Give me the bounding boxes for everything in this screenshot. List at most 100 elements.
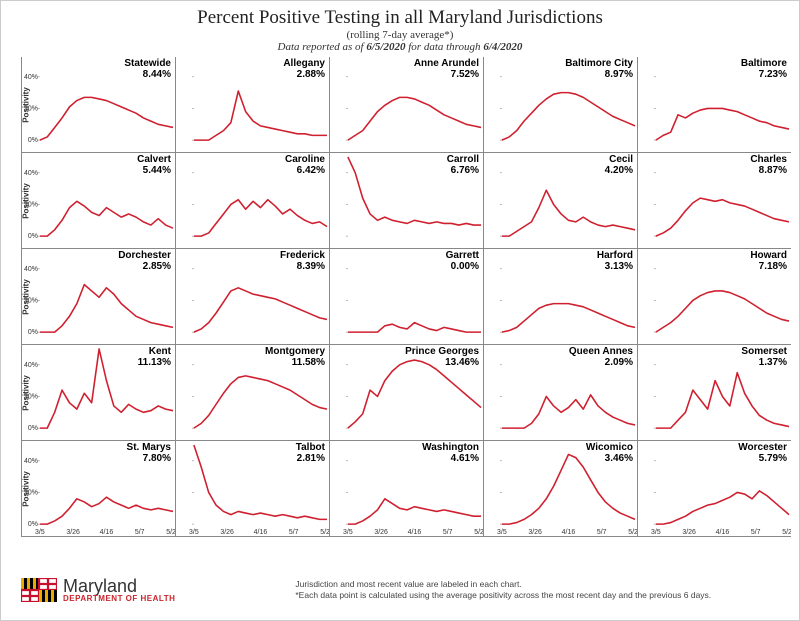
chart-panel: Caroline6.42% [175,153,329,249]
chart-panel: Allegany2.88% [175,57,329,153]
panel-title: Montgomery11.58% [265,346,325,368]
series-line [40,97,173,140]
panel-title: Statewide8.44% [124,58,171,80]
series-line [502,454,635,524]
svg-text:0%: 0% [28,521,38,528]
svg-text:3/26: 3/26 [528,529,542,536]
series-line [656,491,789,524]
chart-panel: Calvert5.44%Positivity0%20%40% [21,153,175,249]
panel-title: Baltimore City8.97% [565,58,633,80]
svg-text:0%: 0% [28,329,38,336]
logo-text: Maryland DEPARTMENT OF HEALTH [63,577,175,603]
panel-title: Prince Georges13.46% [405,346,479,368]
chart-panel: Talbot2.81%3/53/264/165/75/28 [175,441,329,537]
panel-title: Allegany2.88% [283,58,325,80]
panel-title: St. Marys7.80% [127,442,171,464]
svg-text:3/5: 3/5 [35,529,45,536]
series-line [40,285,173,333]
panel-title: Frederick8.39% [280,250,325,272]
chart-panel: Prince Georges13.46% [329,345,483,441]
footnote: Jurisdiction and most recent value are l… [295,579,711,601]
panel-title: Wicomico3.46% [586,442,633,464]
panel-title: Washington4.61% [422,442,479,464]
panel-title: Worcester5.79% [738,442,787,464]
series-line [656,108,789,140]
chart-panel: Washington4.61%3/53/264/165/75/28 [329,441,483,537]
svg-text:20%: 20% [24,297,38,304]
panel-title: Charles8.87% [750,154,787,176]
maryland-flag-icon [21,578,57,602]
svg-text:20%: 20% [24,489,38,496]
panel-title: Caroline6.42% [285,154,325,176]
series-line [502,395,635,428]
panel-title: Somerset1.37% [741,346,787,368]
svg-text:0%: 0% [28,137,38,144]
svg-text:40%: 40% [24,266,38,273]
series-line [194,376,327,428]
header: Percent Positive Testing in all Maryland… [1,1,799,55]
series-line [348,97,481,140]
svg-text:3/5: 3/5 [497,529,507,536]
panel-title: Carroll6.76% [447,154,479,176]
chart-panel: Howard7.18% [637,249,791,345]
panel-title: Queen Annes2.09% [569,346,633,368]
footer: Maryland DEPARTMENT OF HEALTH Jurisdicti… [21,566,779,614]
chart-panel: Charles8.87% [637,153,791,249]
svg-text:3/26: 3/26 [682,529,696,536]
series-line [502,190,635,236]
panel-title: Dorchester2.85% [118,250,171,272]
data-note: Data reported as of 6/5/2020 for data th… [1,41,799,53]
svg-text:5/7: 5/7 [751,529,761,536]
chart-panel: Baltimore City8.97% [483,57,637,153]
subtitle: (rolling 7-day average*) [1,29,799,41]
svg-text:3/5: 3/5 [189,529,199,536]
svg-text:4/16: 4/16 [254,529,268,536]
svg-text:40%: 40% [24,74,38,81]
svg-text:0%: 0% [28,425,38,432]
svg-text:5/7: 5/7 [135,529,145,536]
series-line [348,499,481,524]
series-line [502,93,635,141]
chart-grid: Statewide8.44%Positivity0%20%40%Allegany… [21,57,791,537]
chart-panel: Statewide8.44%Positivity0%20%40% [21,57,175,153]
svg-text:0%: 0% [28,233,38,240]
chart-panel: Frederick8.39% [175,249,329,345]
series-line [348,360,481,428]
svg-text:3/26: 3/26 [66,529,80,536]
series-line [656,373,789,428]
panel-title: Kent11.13% [138,346,171,368]
panel-title: Harford3.13% [597,250,633,272]
panel-title: Calvert5.44% [137,154,171,176]
series-line [656,198,789,236]
chart-panel: Garrett0.00% [329,249,483,345]
series-line [40,201,173,236]
svg-text:40%: 40% [24,458,38,465]
chart-panel: St. Marys7.80%Positivity0%20%40%3/53/264… [21,441,175,537]
chart-panel: Kent11.13%Positivity0%20%40% [21,345,175,441]
svg-text:3/5: 3/5 [343,529,353,536]
svg-text:3/5: 3/5 [651,529,661,536]
svg-text:5/28: 5/28 [320,529,329,536]
series-line [656,291,789,332]
svg-text:5/28: 5/28 [628,529,637,536]
svg-text:4/16: 4/16 [408,529,422,536]
panel-title: Talbot2.81% [296,442,325,464]
svg-text:3/26: 3/26 [220,529,234,536]
panel-title: Cecil4.20% [605,154,633,176]
page-title: Percent Positive Testing in all Maryland… [1,7,799,29]
series-line [194,200,327,236]
svg-text:5/28: 5/28 [166,529,175,536]
chart-panel: Cecil4.20% [483,153,637,249]
series-line [502,304,635,333]
svg-text:5/7: 5/7 [597,529,607,536]
series-line [194,91,327,140]
svg-text:4/16: 4/16 [716,529,730,536]
chart-panel: Harford3.13% [483,249,637,345]
chart-panel: Baltimore7.23% [637,57,791,153]
chart-panel: Wicomico3.46% 3/5 3/26 4/16 5/7 5/28 [483,441,637,537]
chart-panel: Worcester5.79%3/53/264/165/75/28 [637,441,791,537]
panel-title: Baltimore7.23% [741,58,787,80]
chart-panel: Queen Annes2.09% [483,345,637,441]
svg-text:4/16: 4/16 [562,529,576,536]
chart-panel: Carroll6.76% [329,153,483,249]
